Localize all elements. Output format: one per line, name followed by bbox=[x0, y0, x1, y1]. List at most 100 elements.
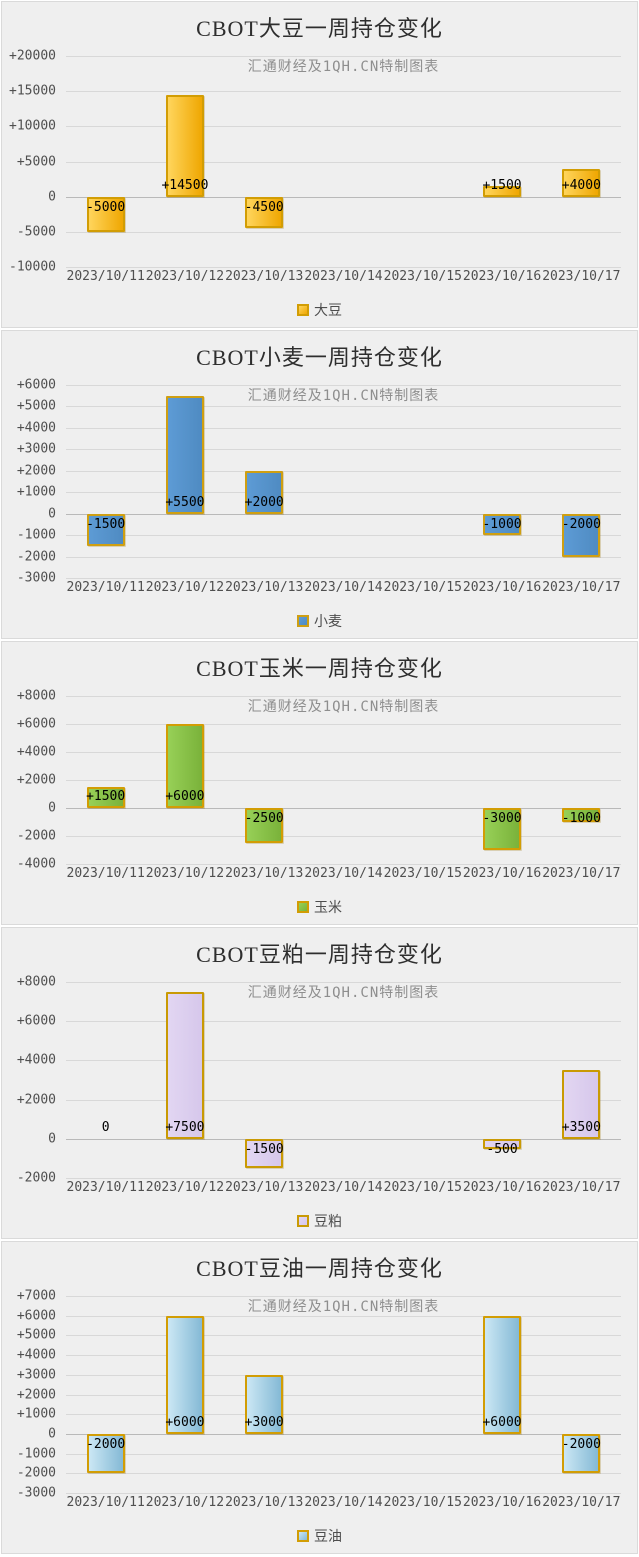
bar bbox=[483, 1315, 522, 1434]
zero-gridline bbox=[66, 1433, 621, 1435]
gridline bbox=[66, 1178, 621, 1179]
chart-subtitle: 汇通财经及1QH.CN特制图表 bbox=[247, 59, 440, 75]
x-axis-tick-label: 2023/10/16 bbox=[462, 1495, 542, 1510]
legend-swatch-icon bbox=[297, 1215, 309, 1227]
gridline bbox=[66, 696, 621, 697]
plot-area: 汇通财经及1QH.CN特制图表 +20000 +15000 +10000 +5000 0… bbox=[9, 49, 621, 275]
gridline bbox=[66, 56, 621, 57]
gridline bbox=[66, 982, 621, 983]
x-axis-tick-label: 2023/10/16 bbox=[462, 580, 542, 595]
legend: 豆粕 bbox=[2, 1204, 637, 1238]
bar bbox=[483, 808, 522, 850]
zero-gridline bbox=[66, 1138, 621, 1140]
x-axis-tick-label: 2023/10/16 bbox=[462, 269, 542, 284]
y-axis-tick-label: 0 bbox=[48, 1426, 56, 1442]
bar-value-label: +3000 bbox=[244, 1414, 284, 1430]
y-axis-tick-label: +15000 bbox=[9, 83, 56, 99]
y-axis-tick-label: -2000 bbox=[16, 828, 56, 844]
x-axis-tick-label: 2023/10/11 bbox=[66, 269, 145, 284]
y-axis-tick-label: +5000 bbox=[16, 1327, 56, 1343]
bar bbox=[245, 196, 284, 229]
bar-value-label: -3000 bbox=[482, 811, 522, 826]
gridline bbox=[66, 835, 621, 837]
x-axis-labels: 2023/10/11 2023/10/12 2023/10/13 2023/10/14… bbox=[66, 580, 621, 604]
y-axis-tick-label: -3000 bbox=[16, 1485, 56, 1501]
gridline bbox=[66, 1296, 621, 1297]
chart-subtitle: 汇通财经及1QH.CN特制图表 bbox=[247, 985, 440, 1001]
x-axis-tick-label: 2023/10/13 bbox=[225, 1495, 304, 1510]
chart-panel: CBOT大豆一周持仓变化 汇通财经及1QH.CN特制图表 +20000 +1500… bbox=[1, 1, 638, 328]
x-axis-tick-label: 2023/10/12 bbox=[145, 580, 225, 595]
y-axis-tick-label: -2000 bbox=[16, 1465, 56, 1481]
y-axis-tick-label: 0 bbox=[48, 189, 56, 205]
gridline bbox=[66, 864, 621, 865]
gridline bbox=[66, 267, 621, 268]
bar bbox=[483, 1138, 522, 1149]
gridline bbox=[66, 1355, 621, 1357]
x-axis-tick-label: 2023/10/12 bbox=[145, 1180, 225, 1195]
zero-gridline bbox=[66, 196, 621, 198]
bar bbox=[483, 513, 522, 536]
gridline bbox=[66, 161, 621, 163]
y-axis-tick-label: +2000 bbox=[16, 1092, 56, 1108]
bar bbox=[86, 787, 125, 808]
plot-area: 汇通财经及1QH.CN特制图表 +8000 +6000 +4000 +2000 0 -20… bbox=[17, 689, 621, 872]
x-axis-labels: 2023/10/11 2023/10/12 2023/10/13 2023/10/14… bbox=[66, 1495, 621, 1519]
bar bbox=[562, 168, 601, 197]
x-axis-tick-label: 2023/10/17 bbox=[542, 269, 621, 284]
gridline bbox=[66, 578, 621, 579]
chart-title-row: CBOT豆粕一周持仓变化 bbox=[2, 928, 637, 978]
chart-title: CBOT豆油一周持仓变化 bbox=[196, 1256, 443, 1281]
y-axis-tick-label: +5000 bbox=[16, 154, 56, 169]
gridline bbox=[66, 1473, 621, 1475]
y-axis-tick-label: +2000 bbox=[16, 463, 56, 479]
bar-value-label: +7500 bbox=[165, 1119, 205, 1135]
legend-label: 小麦 bbox=[314, 614, 342, 630]
x-axis-tick-label: 2023/10/14 bbox=[304, 1495, 383, 1510]
x-axis-tick-label: 2023/10/11 bbox=[66, 1495, 145, 1510]
legend: 大豆 bbox=[2, 293, 637, 327]
gridline bbox=[66, 1414, 621, 1416]
x-axis-tick-label: 2023/10/11 bbox=[66, 580, 145, 595]
legend-swatch-icon bbox=[297, 901, 309, 913]
bar-value-label: -500 bbox=[486, 1141, 518, 1157]
bar-value-label: 0 bbox=[101, 1119, 110, 1135]
y-axis-tick-label: -3000 bbox=[16, 570, 56, 586]
x-axis-tick-label: 2023/10/14 bbox=[304, 866, 383, 881]
x-axis-tick-label: 2023/10/14 bbox=[304, 269, 383, 284]
chart-title-row: CBOT大豆一周持仓变化 bbox=[2, 2, 637, 52]
bar-value-label: -2000 bbox=[561, 516, 601, 532]
y-axis-tick-label: +6000 bbox=[16, 1013, 56, 1029]
gridline bbox=[66, 1099, 621, 1101]
chart-subtitle: 汇通财经及1QH.CN特制图表 bbox=[247, 1299, 440, 1315]
legend: 小麦 bbox=[2, 604, 637, 638]
bar-value-label: -2000 bbox=[86, 1436, 126, 1452]
bar-value-label: +14500 bbox=[161, 177, 209, 193]
y-axis-tick-label: -1000 bbox=[16, 527, 56, 543]
plot-area: 汇通财经及1QH.CN特制图表 +6000 +5000 +4000 +3000 +200… bbox=[17, 378, 621, 586]
chart-title: CBOT玉米一周持仓变化 bbox=[196, 656, 443, 681]
gridline bbox=[66, 91, 621, 93]
gridline bbox=[66, 492, 621, 494]
legend: 玉米 bbox=[2, 890, 637, 924]
bar-value-label: +3500 bbox=[561, 1119, 601, 1135]
gridline bbox=[66, 556, 621, 558]
bar-value-label: -5000 bbox=[86, 199, 126, 215]
x-axis-tick-label: 2023/10/14 bbox=[304, 580, 383, 595]
gridline bbox=[66, 724, 621, 725]
gridline bbox=[66, 406, 621, 408]
chart-title: CBOT豆粕一周持仓变化 bbox=[196, 942, 443, 967]
gridline bbox=[66, 535, 621, 537]
gridline bbox=[66, 427, 621, 429]
x-axis-tick-label: 2023/10/17 bbox=[542, 1180, 621, 1195]
bar-value-label: -1000 bbox=[482, 516, 522, 532]
x-axis-tick-label: 2023/10/11 bbox=[66, 866, 145, 881]
chart-panel: CBOT豆粕一周持仓变化 汇通财经及1QH.CN特制图表 +8000 +6000 +… bbox=[1, 927, 638, 1239]
gridline bbox=[66, 1335, 621, 1337]
y-axis-tick-label: -1000 bbox=[16, 1446, 56, 1462]
x-axis-labels: 2023/10/11 2023/10/12 2023/10/13 2023/10/14… bbox=[66, 866, 621, 890]
chart-title-row: CBOT小麦一周持仓变化 bbox=[2, 331, 637, 381]
legend: 豆油 bbox=[2, 1519, 637, 1553]
x-axis-labels: 2023/10/11 2023/10/12 2023/10/13 2023/10/14… bbox=[66, 1180, 621, 1204]
bar-value-label: -2000 bbox=[561, 1436, 601, 1452]
